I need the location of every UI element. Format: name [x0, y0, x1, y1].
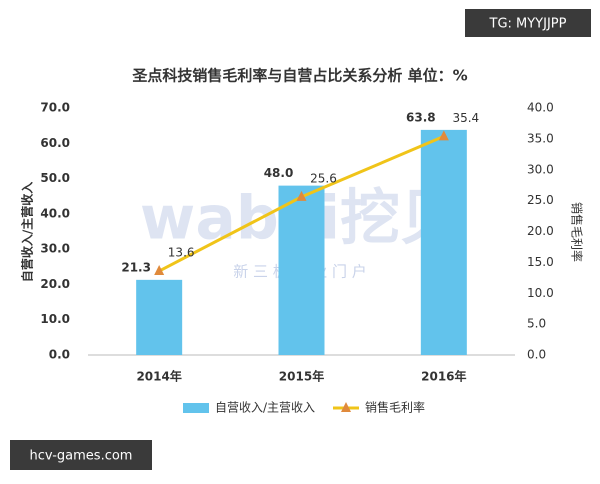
y2-tick-label: 35.0	[527, 131, 554, 145]
y-tick-label: 20.0	[40, 277, 70, 291]
chart-title: 圣点科技销售毛利率与自营占比关系分析 单位：%	[131, 67, 467, 85]
line-marker	[154, 265, 165, 276]
overlay-badge	[10, 440, 152, 470]
line-value-label: 13.6	[168, 246, 195, 260]
x-tick-label: 2015年	[279, 369, 324, 384]
overlay-text: TG: MYYJJPP	[489, 17, 567, 32]
bar-value-label: 48.0	[264, 166, 294, 180]
y2-tick-label: 5.0	[527, 317, 546, 331]
y-tick-label: 0.0	[49, 348, 70, 362]
y-tick-label: 10.0	[40, 312, 70, 326]
y-tick-label: 60.0	[40, 136, 70, 150]
y2-tick-label: 30.0	[527, 162, 554, 176]
y2-tick-label: 15.0	[527, 255, 554, 269]
bar	[136, 279, 183, 355]
overlay-text: hcv-games.com	[30, 449, 133, 464]
x-tick-label: 2016年	[421, 369, 466, 384]
x-tick-label: 2014年	[136, 369, 181, 384]
y2-tick-label: 40.0	[527, 101, 554, 115]
legend-label: 销售毛利率	[365, 400, 425, 415]
overlay-badge	[465, 9, 591, 37]
bar-value-label: 21.3	[121, 260, 151, 274]
legend-label: 自营收入/主营收入	[215, 401, 315, 415]
y-tick-label: 50.0	[40, 171, 70, 185]
y-tick-label: 70.0	[40, 101, 70, 115]
line-value-label: 35.4	[452, 111, 479, 125]
line-marker	[438, 130, 449, 141]
y2-axis-label: 销售毛利率	[570, 202, 585, 262]
legend-swatch	[341, 402, 351, 412]
bar	[420, 129, 467, 355]
y2-tick-label: 20.0	[527, 224, 554, 238]
bar	[278, 185, 325, 355]
y-axis-label: 自营收入/主营收入	[20, 182, 35, 282]
y-tick-label: 40.0	[40, 206, 70, 220]
line-value-label: 25.6	[310, 171, 337, 185]
y2-tick-label: 10.0	[527, 286, 554, 300]
line-marker	[296, 190, 307, 201]
y-tick-label: 30.0	[40, 242, 70, 256]
bar-value-label: 63.8	[406, 110, 436, 124]
y2-tick-label: 25.0	[527, 193, 554, 207]
legend-swatch	[183, 403, 209, 413]
y2-tick-label: 0.0	[527, 348, 546, 362]
